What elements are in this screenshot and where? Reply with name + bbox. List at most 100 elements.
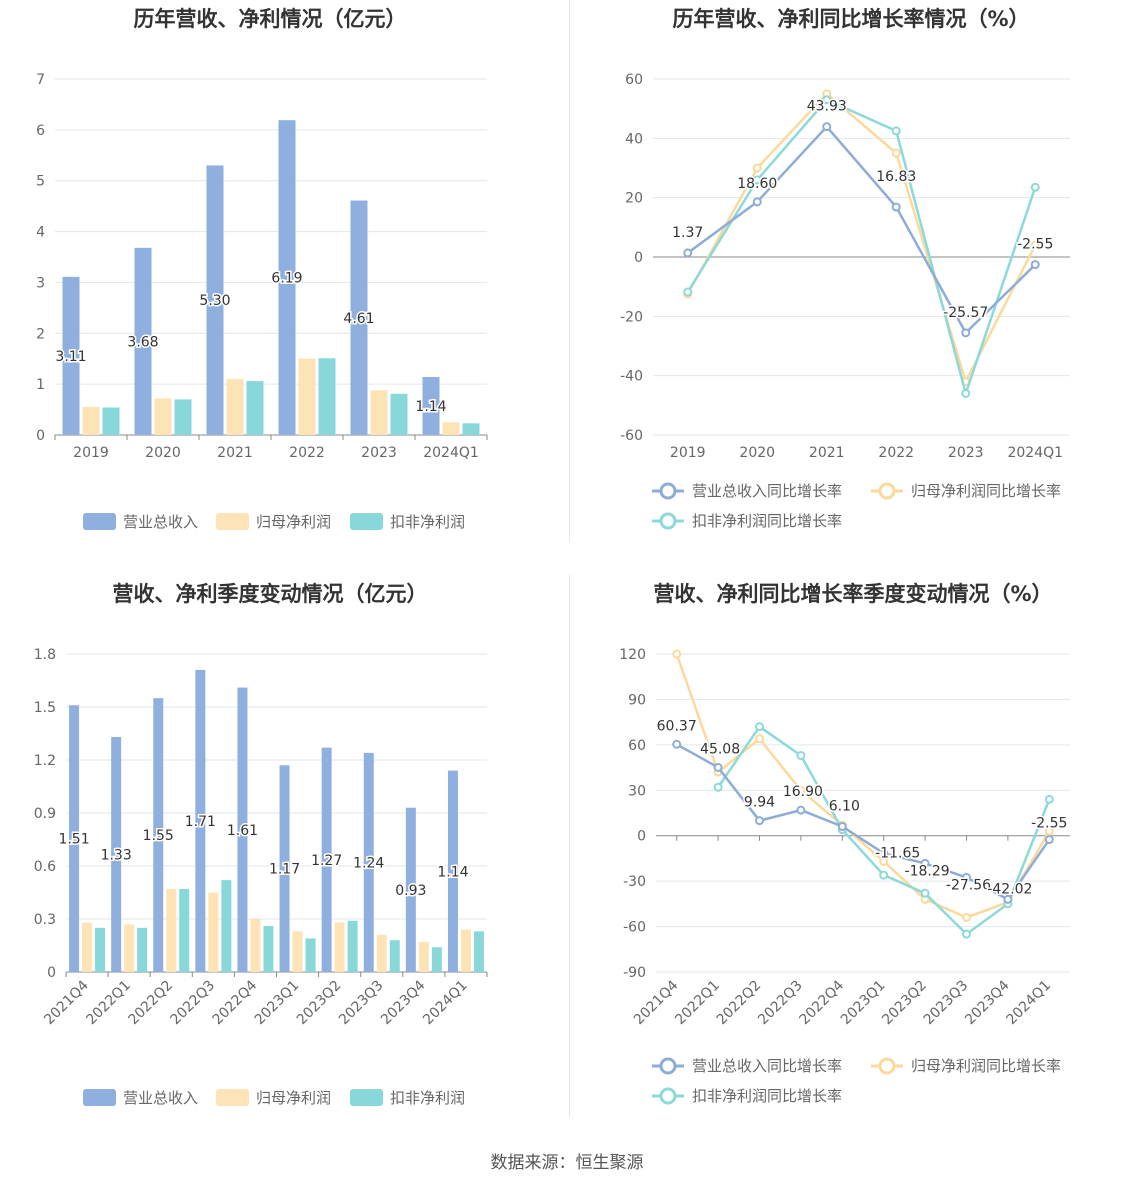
data-source: 数据来源：恒生聚源 [490, 1153, 644, 1173]
chart-title: 历年营收、净利情况（亿元） [134, 7, 407, 31]
legend-label: 营业总收入同比增长率 [692, 482, 842, 500]
data-point [683, 248, 693, 258]
y-tick-label: -90 [623, 965, 646, 981]
data-point [962, 929, 971, 939]
data-point [1030, 260, 1040, 270]
y-tick-label: 4 [36, 225, 45, 241]
bar-deducted-profit [473, 931, 484, 972]
y-tick-label: 7 [36, 72, 45, 88]
y-tick-label: 40 [625, 131, 643, 147]
y-tick-label: -20 [620, 309, 643, 325]
data-point [822, 122, 832, 132]
bar-deducted-profit [390, 393, 408, 435]
legend-label: 扣非净利润 [390, 513, 465, 531]
x-tick-label: 2021 [217, 445, 253, 461]
bar-net-profit [292, 931, 303, 972]
data-point [822, 95, 832, 105]
legend-swatch [350, 1089, 383, 1106]
data-point [683, 287, 693, 297]
legend-label: 归母净利润同比增长率 [911, 1057, 1061, 1075]
data-label: 5.30 [199, 293, 230, 309]
y-tick-label: -40 [620, 369, 643, 385]
annual-revenue-profit-chart: 历年营收、净利情况（亿元） 0 1 2 3 4 5 6 7 2019 3.11 2020 3.68 202… [36, 7, 488, 531]
data-point [672, 649, 682, 659]
x-tick-label: 2024Q1 [420, 978, 471, 1029]
data-label: 1.61 [227, 823, 258, 839]
x-tick-label: 2023Q2 [294, 978, 345, 1029]
bar-deducted-profit [318, 358, 336, 435]
data-point [879, 856, 889, 866]
legend-label: 扣非净利润 [390, 1089, 465, 1107]
x-tick-label: 2022Q2 [125, 978, 176, 1029]
data-point [755, 816, 764, 826]
data-label: 1.33 [101, 848, 132, 864]
bar-revenue [62, 276, 80, 435]
y-tick-label: 6 [36, 123, 45, 139]
data-point [879, 848, 889, 858]
x-tick-label: 2022 [878, 445, 914, 461]
data-point [752, 175, 762, 185]
bar-deducted-profit [102, 407, 120, 435]
data-label: 16.90 [783, 784, 823, 800]
legend-label: 营业总收入 [123, 1089, 198, 1107]
bar-deducted-profit [174, 399, 192, 435]
bar-revenue [321, 747, 332, 972]
x-tick-label: 2024Q1 [1007, 445, 1063, 461]
bar-net-profit [370, 390, 388, 435]
bar-deducted-profit [263, 926, 274, 972]
y-tick-label: 120 [619, 647, 646, 663]
bar-net-profit [460, 929, 471, 972]
y-tick-label: 2 [36, 326, 45, 342]
y-tick-label: 0 [637, 829, 646, 845]
y-tick-label: 90 [628, 692, 646, 708]
bar-revenue [279, 765, 290, 972]
x-tick-label: 2021Q4 [41, 977, 92, 1028]
legend-marker-icon [878, 1057, 896, 1075]
bar-deducted-profit [347, 920, 358, 972]
x-tick-label: 2023 [948, 445, 984, 461]
x-tick-label: 2023Q1 [252, 978, 303, 1029]
series-line-deducted-profit-growth [686, 98, 1037, 398]
y-tick-label: 5 [36, 174, 45, 190]
y-tick-label: 0.9 [34, 806, 56, 822]
x-tick-label: 2023Q2 [879, 978, 930, 1029]
bar-revenue [447, 770, 458, 972]
y-tick-label: 0 [47, 965, 56, 981]
data-point [796, 785, 806, 795]
data-label: 1.37 [672, 225, 703, 241]
bar-revenue [350, 200, 368, 435]
x-tick-label: 2023 [361, 445, 397, 461]
data-point [1030, 182, 1040, 192]
chart-title: 营收、净利同比增长率季度变动情况（%） [653, 582, 1052, 606]
data-point [1044, 826, 1054, 836]
x-tick-label: 2019 [670, 445, 706, 461]
x-tick-label: 2020 [145, 445, 181, 461]
bar-revenue [153, 698, 164, 972]
data-label: -2.55 [1017, 237, 1053, 253]
bar-deducted-profit [246, 381, 264, 435]
bar-revenue [134, 247, 152, 435]
bar-deducted-profit [221, 880, 232, 972]
x-tick-label: 2023Q4 [378, 977, 429, 1028]
bar-revenue [237, 687, 248, 972]
bar-net-profit [82, 922, 93, 972]
bar-net-profit [298, 358, 316, 435]
bar-net-profit [226, 379, 244, 435]
bar-deducted-profit [462, 423, 480, 435]
y-tick-label: 0 [634, 250, 643, 266]
x-tick-label: 2023Q3 [336, 978, 387, 1029]
data-label: 6.10 [829, 798, 860, 814]
data-point [891, 148, 901, 158]
x-tick-label: 2022Q2 [714, 978, 765, 1029]
x-tick-label: 2022Q1 [672, 978, 723, 1029]
data-point [1044, 794, 1054, 804]
bar-net-profit [442, 422, 460, 435]
data-label: -18.29 [905, 863, 950, 879]
y-tick-label: 20 [625, 191, 643, 207]
data-label: -27.56 [946, 877, 991, 893]
series-line-revenue-growth [676, 743, 1051, 901]
data-label: 1.14 [437, 864, 468, 880]
x-tick-label: 2022Q3 [168, 978, 219, 1029]
data-label: -11.65 [875, 845, 920, 861]
data-label: -2.55 [1031, 816, 1067, 832]
